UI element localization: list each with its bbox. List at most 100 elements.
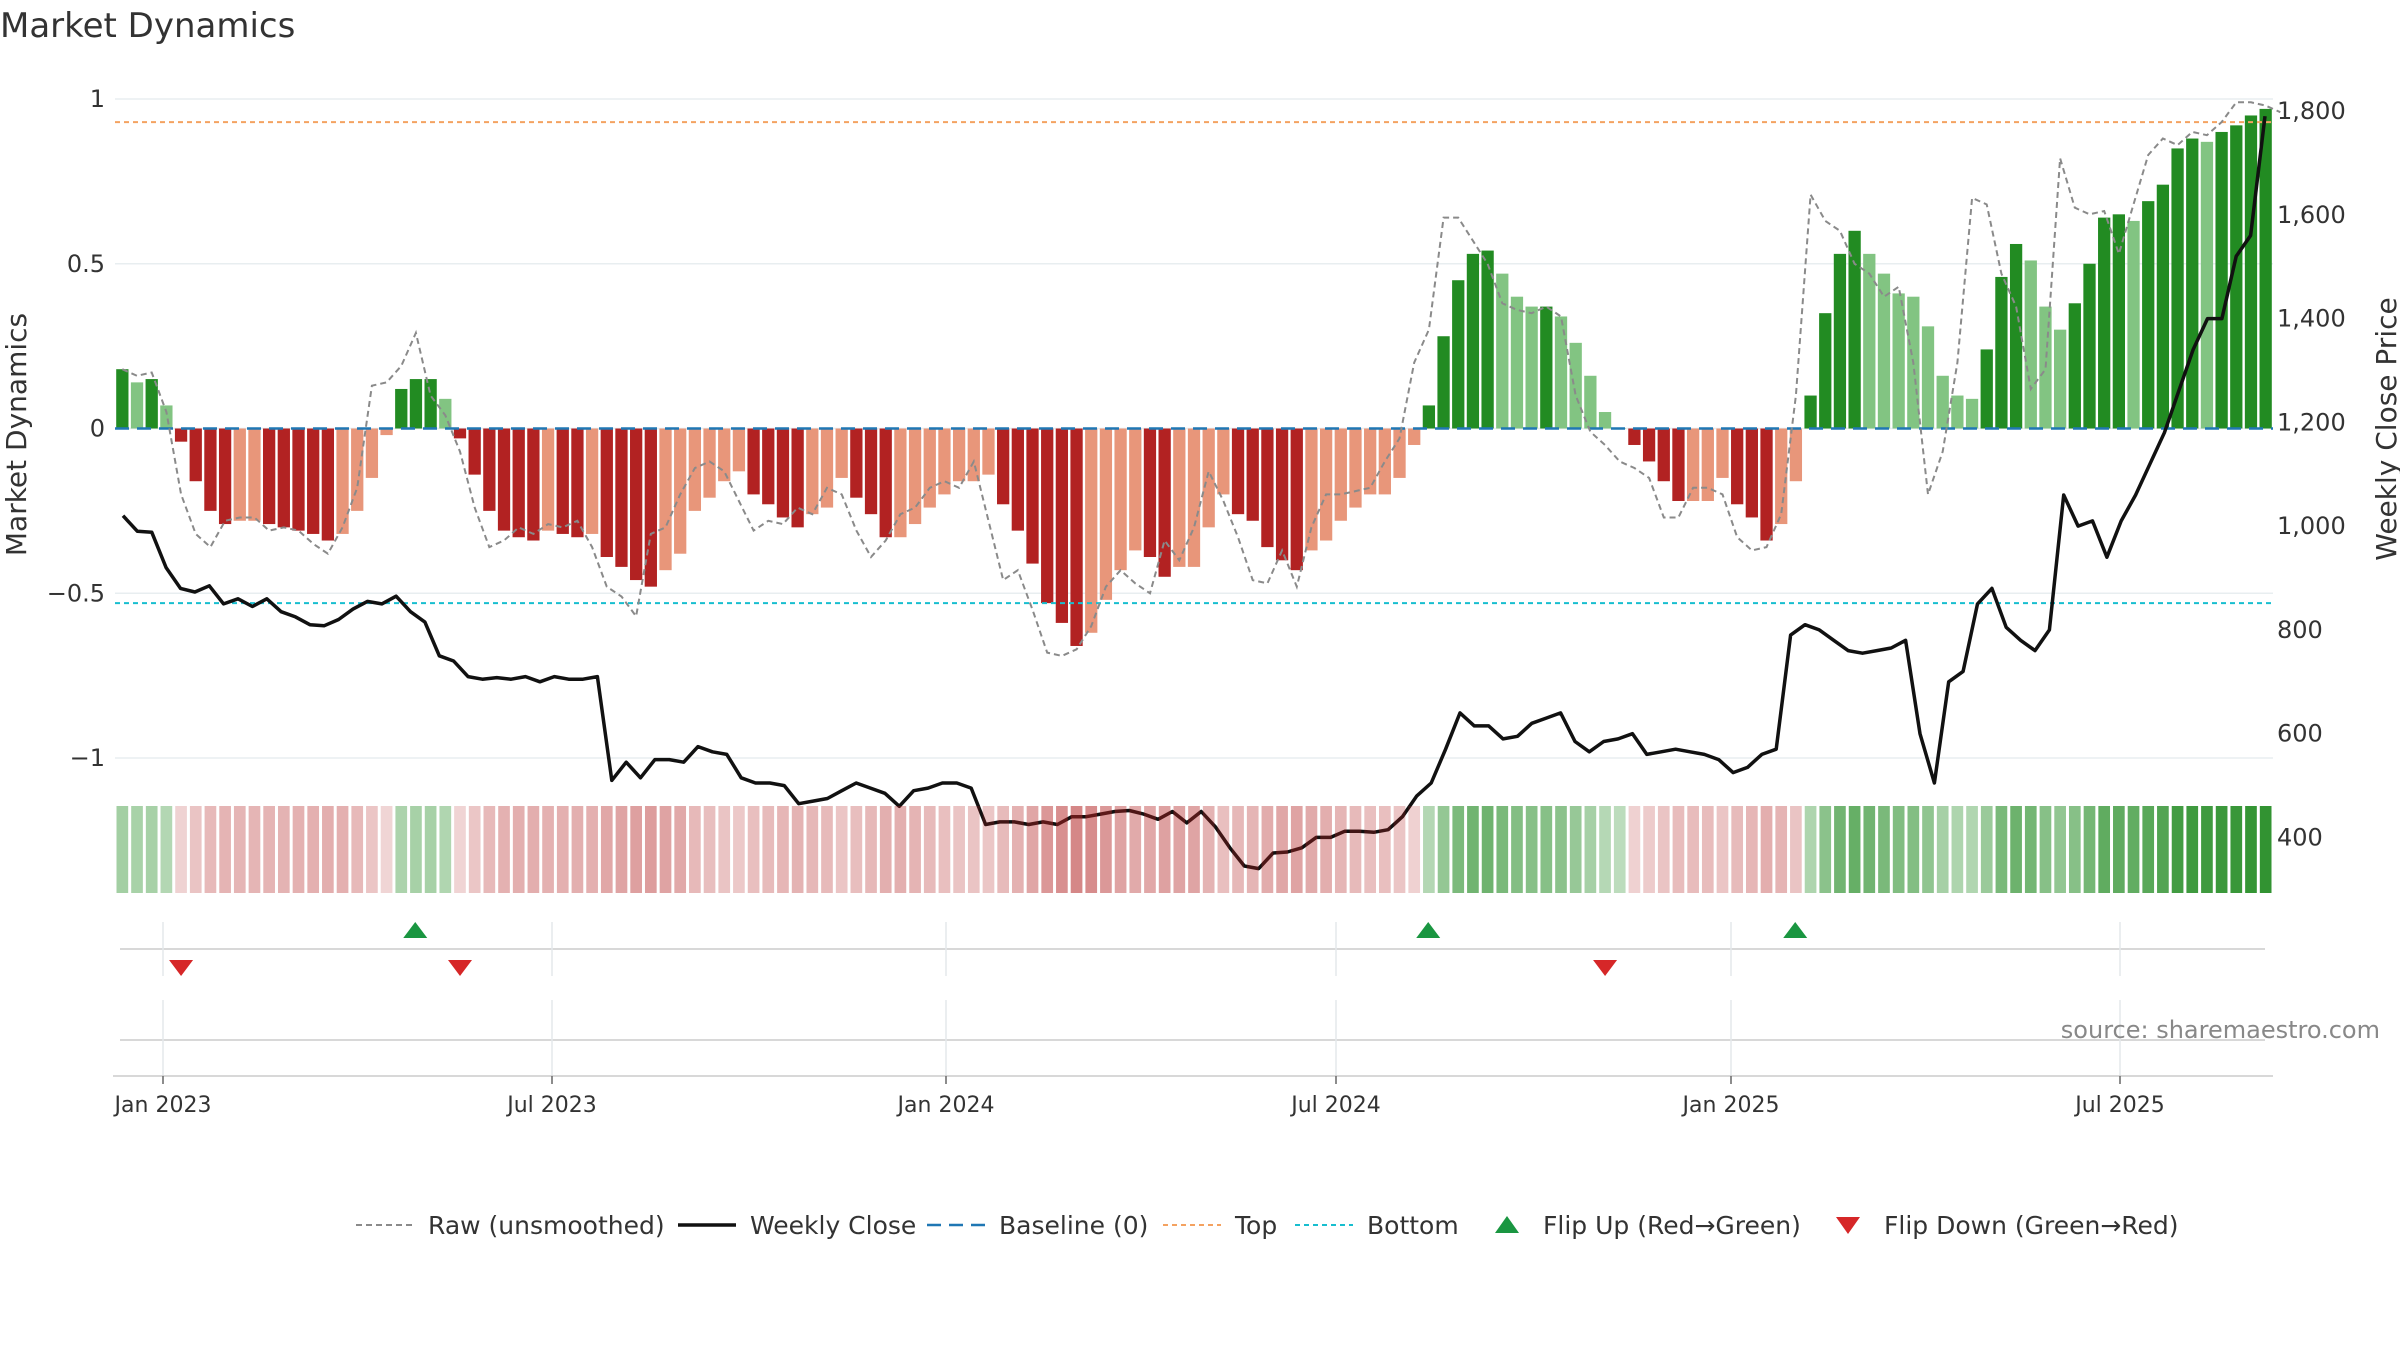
y2-tick-label: 1,600 xyxy=(2277,201,2346,229)
md-bar xyxy=(1334,428,1347,521)
heat-cell xyxy=(850,806,863,893)
md-bar xyxy=(541,428,555,531)
heat-cell xyxy=(586,806,598,893)
y-axis-label: Market Dynamics xyxy=(0,313,33,556)
legend-label: Flip Down (Green→Red) xyxy=(1884,1211,2179,1240)
md-bar xyxy=(2200,141,2214,429)
legend-label: Baseline (0) xyxy=(999,1211,1148,1240)
md-bar xyxy=(2098,217,2111,429)
heat-cell xyxy=(336,806,349,893)
heat-cell xyxy=(454,806,466,893)
md-bar xyxy=(1173,428,1186,567)
md-bar xyxy=(1936,375,1949,429)
heat-cell xyxy=(865,806,877,893)
md-bar xyxy=(1437,336,1450,429)
heat-cell xyxy=(1261,806,1274,893)
chart-title: Market Dynamics xyxy=(0,6,296,46)
heat-cell xyxy=(1701,806,1714,893)
heat-cell xyxy=(982,806,995,893)
heat-cell xyxy=(277,806,290,893)
legend-label: Weekly Close xyxy=(750,1211,916,1240)
heat-cell xyxy=(1599,806,1611,893)
md-bar xyxy=(277,428,290,528)
md-bar xyxy=(2142,201,2155,429)
md-bar xyxy=(380,428,393,436)
heat-cell xyxy=(1790,806,1802,893)
y2-tick-label: 600 xyxy=(2277,720,2323,748)
y-tick-label: −1 xyxy=(70,744,105,772)
md-bar xyxy=(791,428,804,528)
x-tick-label: Jan 2023 xyxy=(113,1093,212,1118)
heat-cell xyxy=(791,806,804,893)
heat-cell xyxy=(1202,806,1215,893)
md-bar xyxy=(233,428,246,521)
md-bar xyxy=(130,382,144,429)
heat-cell xyxy=(2215,806,2228,893)
heat-cell xyxy=(1907,806,1920,893)
heat-cell xyxy=(953,806,965,893)
flip-up-marker xyxy=(1783,922,1808,938)
md-bar xyxy=(1628,428,1641,445)
heat-cell xyxy=(439,806,452,893)
heat-cell xyxy=(1056,806,1068,893)
md-bar xyxy=(424,379,437,429)
heat-cell xyxy=(1760,806,1773,893)
heat-cell xyxy=(1467,806,1479,893)
md-bar xyxy=(1819,313,1832,429)
md-bar xyxy=(292,428,305,531)
heat-cell xyxy=(879,806,892,893)
md-bar xyxy=(351,428,364,511)
heat-cell xyxy=(1746,806,1758,893)
heat-cell xyxy=(1555,806,1567,893)
heat-cell xyxy=(160,806,173,893)
heat-cell xyxy=(1085,806,1098,893)
flip-down-marker xyxy=(1593,960,1618,976)
md-bar xyxy=(923,428,936,508)
heat-cell xyxy=(2171,806,2184,893)
md-bar xyxy=(1642,428,1656,462)
flip-down-marker xyxy=(169,960,194,976)
flip-up-marker xyxy=(403,922,428,938)
md-bar xyxy=(2215,131,2228,429)
md-bar xyxy=(864,428,878,515)
md-bar xyxy=(1510,296,1524,429)
md-bar xyxy=(1584,375,1597,429)
legend-item: Baseline (0) xyxy=(927,1211,1148,1240)
heat-cell xyxy=(1011,806,1024,893)
md-bar xyxy=(174,428,188,442)
md-bar xyxy=(1364,428,1377,495)
legend-flip-down-icon xyxy=(1836,1217,1860,1234)
heat-cell xyxy=(219,806,231,893)
legend-flip-up-icon xyxy=(1495,1216,1519,1233)
weekly-close-line xyxy=(121,115,2267,871)
md-bar xyxy=(483,428,496,511)
md-bar xyxy=(2171,148,2184,429)
heat-cell xyxy=(116,806,129,893)
y2-tick-label: 400 xyxy=(2277,823,2323,851)
heat-cell xyxy=(1334,806,1347,893)
md-bar xyxy=(1540,306,1553,429)
md-bar xyxy=(1085,428,1098,633)
heat-cell xyxy=(2259,806,2272,893)
heat-cell xyxy=(2113,806,2125,893)
heat-cell xyxy=(145,806,158,893)
y2-tick-label: 1,800 xyxy=(2277,97,2346,125)
heat-cell xyxy=(527,806,540,893)
md-bar xyxy=(395,388,408,429)
md-bar xyxy=(806,428,819,515)
y2-axis-label: Weekly Close Price xyxy=(2370,297,2400,560)
md-bar xyxy=(1760,428,1773,541)
heat-cell xyxy=(1936,806,1949,893)
heat-cell xyxy=(322,806,334,893)
heat-cell xyxy=(2230,806,2243,893)
md-bar xyxy=(1877,273,1891,429)
md-bar xyxy=(556,428,569,534)
md-bar xyxy=(1261,428,1274,548)
md-bar xyxy=(1114,428,1127,571)
md-bar xyxy=(1129,428,1142,551)
heat-cell xyxy=(1951,806,1964,893)
heat-cell xyxy=(835,806,848,893)
md-bar xyxy=(1672,428,1685,501)
md-bar xyxy=(879,428,892,538)
legend-label: Raw (unsmoothed) xyxy=(428,1211,665,1240)
